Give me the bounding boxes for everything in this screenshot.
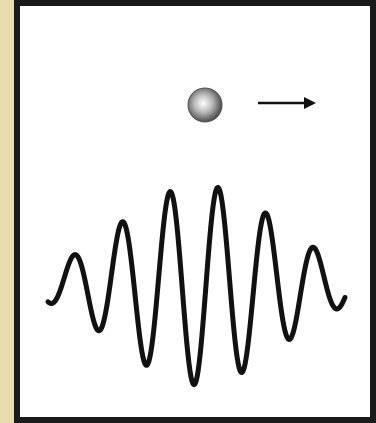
figure <box>0 0 376 423</box>
page: {} (() => { const data = JSON.parse(docu… <box>0 0 376 423</box>
panel <box>20 6 370 417</box>
particle <box>188 88 222 122</box>
